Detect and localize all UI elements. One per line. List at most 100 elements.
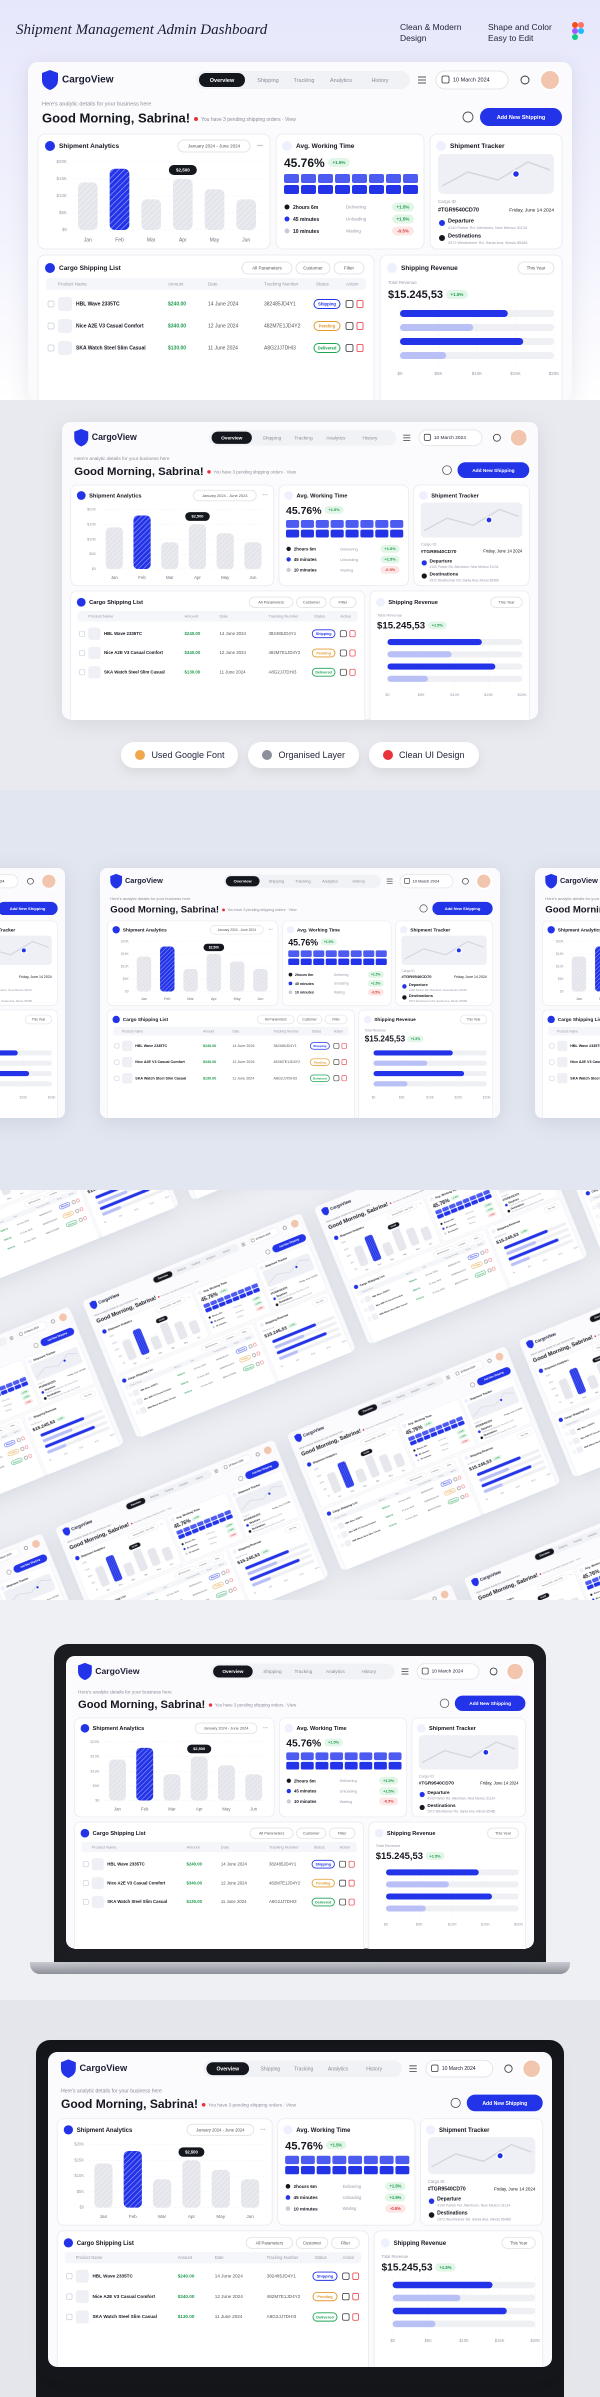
edit-icon	[228, 1588, 233, 1593]
greeting: Good Morning, Sabrina!	[545, 904, 600, 915]
card-icon	[45, 263, 55, 273]
time-block	[395, 2155, 410, 2165]
tooltip: $2,500	[193, 1746, 205, 1751]
period: This Year	[495, 1831, 512, 1836]
column-header: Status	[206, 1567, 212, 1572]
cargo-id: #TGR9540CD70	[421, 549, 457, 555]
map-route	[9, 1579, 51, 1600]
bar-hatch	[355, 1468, 367, 1483]
pill	[501, 2236, 536, 2249]
column-header: Status	[312, 1029, 322, 1033]
dashboard: CargoViewOverviewShippingTrackingAnalyti…	[233, 1585, 505, 1600]
time-block	[477, 1196, 485, 1203]
column-header: Amount	[406, 1270, 414, 1275]
menu-icon	[386, 878, 393, 884]
logo-icon	[89, 1300, 98, 1309]
legend-dot	[183, 1547, 186, 1551]
more: ⋯	[160, 1522, 164, 1526]
change-badge: +1.5%	[397, 204, 410, 209]
filter: All Parameters	[437, 1248, 450, 1256]
date: 11 June 2024	[405, 1515, 418, 1522]
pill	[474, 1270, 487, 1278]
item-status: Waiting	[5, 1408, 12, 1413]
x-tick-label: $10K	[448, 1921, 457, 1926]
pill	[296, 1827, 327, 1839]
destination: Destinations	[47, 1390, 62, 1398]
bar-hatch	[188, 1320, 201, 1335]
grid-line	[537, 1446, 548, 1472]
period: This Year	[467, 1018, 482, 1022]
bar	[272, 1323, 316, 1343]
bar	[40, 1417, 85, 1437]
table-header	[356, 1239, 487, 1297]
delete-icon	[341, 1075, 347, 1082]
x-tick-label: May	[184, 1341, 189, 1345]
bar-hatch	[161, 542, 179, 569]
time-block	[198, 1525, 206, 1531]
destination-icon	[275, 1303, 279, 1307]
checkbox	[360, 1299, 364, 1303]
checkbox	[79, 669, 86, 676]
nav-item: Analytics	[588, 1532, 599, 1539]
pill	[187, 1744, 212, 1754]
nav-item: Tracking	[573, 1538, 583, 1544]
notice-dot	[539, 1573, 542, 1575]
nav-item: Analytics	[326, 1669, 346, 1675]
bar	[400, 310, 508, 317]
bar-hatch	[160, 946, 175, 992]
badge-text: Clean UI Design	[399, 750, 465, 760]
bar-hatch	[95, 1565, 110, 1587]
edit-icon	[255, 1362, 260, 1367]
product-name: Nice A2E V3 Casual Comfort	[570, 1060, 600, 1064]
tracking-number: 382485JD4Y1	[274, 1044, 297, 1048]
edit-icon	[248, 1344, 253, 1349]
destination: Destinations	[437, 2211, 468, 2217]
pill	[23, 1398, 34, 1405]
time-block	[5, 1382, 13, 1388]
date-range: January 2024 - June 2024	[541, 1577, 563, 1588]
product-thumb	[569, 1428, 577, 1436]
nav-item: Overview	[594, 1313, 600, 1320]
time-block	[12, 1379, 20, 1386]
cargo-id: #TGR9540CD70	[428, 2186, 466, 2192]
avatar	[509, 428, 529, 448]
greeting: Good Morning, Sabrina!	[110, 904, 219, 915]
column-header: Action	[340, 1844, 351, 1849]
departure: Departure	[427, 1790, 450, 1796]
time-block	[332, 2155, 347, 2165]
pill	[387, 1222, 400, 1230]
item-status: Unloading	[440, 1442, 449, 1447]
y-tick-label: $5K	[77, 2189, 85, 2194]
time-block	[408, 1435, 416, 1442]
bar	[373, 1060, 428, 1066]
departure-icon	[505, 1203, 508, 1207]
pill	[519, 1228, 529, 1235]
change-badge: +1.5%	[229, 1529, 235, 1533]
pill	[537, 1574, 567, 1590]
map-pin	[499, 1398, 503, 1402]
logo: CargoView	[95, 1666, 140, 1676]
map-route	[421, 1741, 516, 1764]
x-tick-label: May	[416, 1247, 421, 1251]
date-range: January 2024 - June 2024	[365, 1433, 387, 1444]
product-thumb	[132, 1389, 140, 1397]
status: Delivered	[217, 1592, 226, 1598]
time-block	[421, 1430, 429, 1436]
nav-item: Overview	[130, 1501, 141, 1508]
card-title: Avg. Working Time	[434, 1190, 459, 1200]
time-block	[586, 1584, 594, 1590]
tracking-number: 482M7E1JD4Y2	[269, 1880, 301, 1885]
tooltip: $2,500	[191, 514, 204, 519]
card	[581, 1190, 600, 1251]
nav-item: Shipping	[257, 78, 278, 84]
x-tick-label: $15K	[510, 371, 521, 376]
time-block	[448, 1203, 456, 1209]
product-thumb	[75, 2310, 89, 2324]
y-tick-label: $15K	[344, 1248, 350, 1252]
legend-dot	[286, 567, 291, 573]
x-tick-label: $10K	[426, 1095, 435, 1099]
nav-item: Tracking	[164, 1487, 174, 1493]
working-value: 45.76%	[286, 505, 322, 517]
edit-icon	[221, 1571, 226, 1575]
pill	[313, 299, 341, 309]
